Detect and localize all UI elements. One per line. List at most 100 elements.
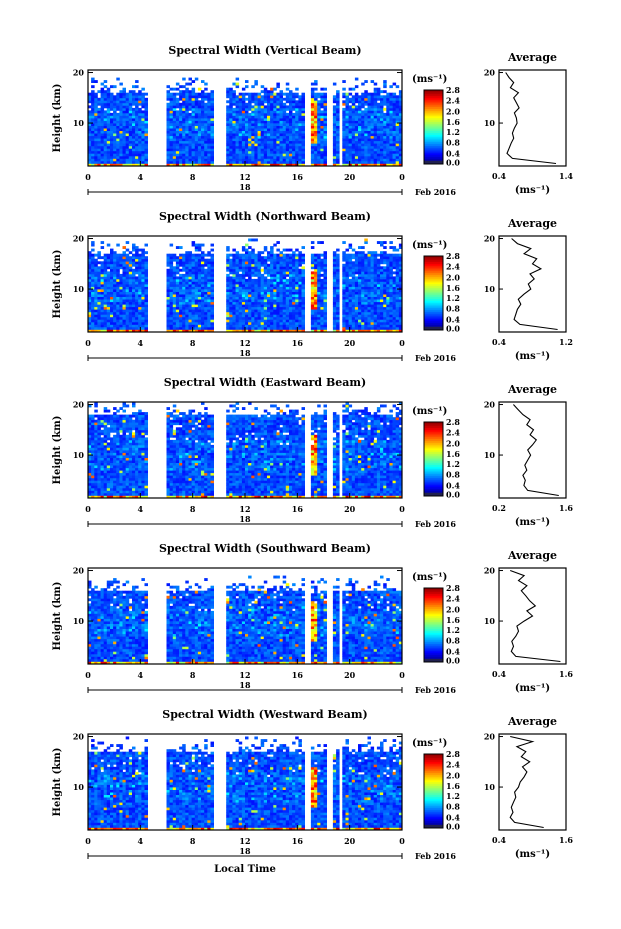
heatmap-cell [354,261,359,265]
heatmap-cell [358,251,362,255]
heatmap-cell [332,118,337,121]
heatmap-cell [132,273,136,277]
heatmap-cell [119,263,123,267]
heatmap-cell [263,92,268,96]
heatmap-cell [201,155,205,159]
heatmap-cell [204,311,208,315]
heatmap-cell [91,120,95,124]
heatmap-cell [182,92,186,96]
heatmap-cell [267,299,271,303]
heatmap-cell [229,90,233,94]
heatmap-cell [289,125,293,129]
colorbar-swatch [424,106,443,109]
heatmap-cell [197,143,202,147]
heatmap-cell [342,112,346,116]
heatmap-cell [138,268,142,272]
heatmap-cell [310,107,315,111]
heatmap-cell [201,125,205,129]
heatmap-cell [226,319,230,323]
heatmap-cell [229,319,233,323]
heatmap-cell [169,130,174,134]
heatmap-cell [361,296,365,300]
heatmap-cell [320,324,324,328]
heatmap-cell [285,306,290,310]
heatmap-cell [314,135,318,139]
heatmap-cell [103,316,108,320]
heatmap-cell [172,138,177,142]
heatmap-cell [398,160,403,164]
heatmap-cell [310,128,315,131]
heatmap-cell [285,291,290,295]
heatmap-cell [295,92,299,96]
heatmap-cell [354,276,359,280]
heatmap-cell [185,321,189,325]
heatmap-cell [279,301,283,305]
heatmap-cell [251,261,255,265]
heatmap-cell [317,321,321,325]
heatmap-cell [179,273,183,277]
heatmap-cell [238,289,243,292]
heatmap-cell [292,97,296,101]
heatmap-cell [370,110,375,114]
heatmap-cell [232,271,236,275]
heatmap-cell [389,158,393,162]
heatmap-cell [185,95,189,99]
heatmap-cell [380,153,384,157]
heatmap-cell [285,326,290,330]
heatmap-cell [91,299,95,303]
heatmap-cell [197,284,202,287]
heatmap-cell [383,100,387,104]
heatmap-cell [336,294,340,297]
heatmap-cell [351,296,356,300]
heatmap-cell [179,92,183,96]
heatmap-cell [110,314,114,318]
heatmap-cell [166,120,170,124]
heatmap-cell [364,261,368,265]
colorbar-swatch [424,149,443,152]
heatmap-cell [125,294,130,297]
heatmap-cell [270,97,274,101]
heatmap-cell [248,299,252,303]
heatmap-cell [103,160,108,164]
heatmap-cell [314,304,318,308]
heatmap-cell [320,258,324,262]
heatmap-cell [398,138,403,142]
heatmap-cell [320,284,324,287]
heatmap-cell [386,130,390,134]
heatmap-cell [292,268,296,272]
heatmap-cell [285,105,290,109]
heatmap-cell [235,145,240,149]
heatmap-cell [144,97,148,101]
heatmap-cell [100,291,105,295]
heatmap-cell [345,150,349,154]
heatmap-cell [317,143,321,147]
heatmap-cell [110,266,114,270]
heatmap-cell [141,284,145,287]
heatmap-cell [128,296,133,300]
heatmap-cell [210,95,214,99]
heatmap-cell [179,291,183,295]
heatmap-cell [194,102,199,106]
heatmap-cell [144,163,148,167]
heatmap-cell [323,284,327,287]
heatmap-cell [345,258,349,262]
heatmap-cell [342,268,346,272]
heatmap-cell [298,263,302,267]
heatmap-cell [348,105,353,109]
heatmap-cell [314,316,318,320]
heatmap-cell [106,97,111,101]
heatmap-cell [314,100,318,104]
heatmap-cell [204,276,208,280]
heatmap-cell [232,158,236,162]
heatmap-cell [332,301,337,305]
heatmap-cell [263,321,268,325]
heatmap-cell [342,306,346,310]
heatmap-cell [94,150,98,154]
heatmap-cell [201,266,205,270]
heatmap-cell [166,311,170,315]
heatmap-cell [97,100,101,104]
heatmap-cell [398,153,403,157]
heatmap-cell [320,133,324,137]
heatmap-cell [273,243,277,247]
heatmap-cell [273,263,277,267]
